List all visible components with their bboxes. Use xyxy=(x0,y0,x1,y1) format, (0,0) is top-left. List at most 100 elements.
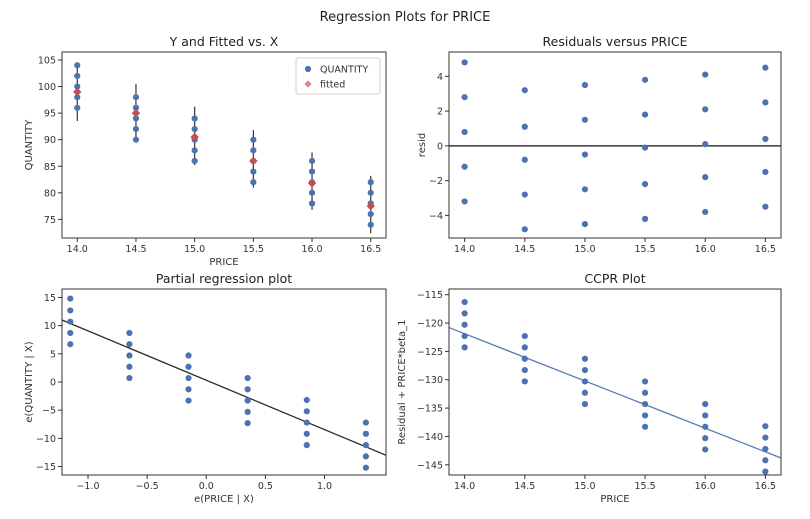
partial-data-point xyxy=(244,374,251,382)
resid-data-point xyxy=(762,203,769,210)
yfit-data-point xyxy=(132,125,140,133)
yfit-fitted-point xyxy=(366,201,375,211)
resid-data-point xyxy=(641,181,649,188)
resid-data-point xyxy=(581,220,589,228)
resid-data-point xyxy=(461,128,468,136)
yfit-data-point xyxy=(250,179,257,186)
resid-data-point xyxy=(641,76,649,83)
ccpr-ytick-label: −145 xyxy=(417,460,443,471)
resid-data-point xyxy=(702,106,709,113)
partial-data-point xyxy=(67,307,74,314)
yfit-data-point xyxy=(308,189,316,196)
partial-ylabel: e(QUANTITY | X) xyxy=(24,341,35,422)
resid-ytick-label: −2 xyxy=(429,176,443,187)
resid-ytick-label: 2 xyxy=(437,107,443,118)
yfit-xlabel: PRICE xyxy=(209,257,238,268)
ccpr-data-point xyxy=(641,389,649,396)
partial-ytick-label: −10 xyxy=(36,434,56,445)
ccpr-data-point xyxy=(581,366,589,374)
resid-data-point xyxy=(521,156,528,163)
resid-data-point xyxy=(762,168,769,176)
ccpr-data-point xyxy=(702,446,709,453)
yfit-data-point xyxy=(367,189,374,196)
yfit-legend-box xyxy=(295,57,381,95)
yfit-ytick-label: 100 xyxy=(38,82,56,93)
resid-data-point xyxy=(702,141,709,148)
resid-data-point xyxy=(641,215,649,222)
ccpr-data-point xyxy=(461,298,468,306)
yfit-legend: QUANTITY fitted xyxy=(295,57,381,95)
yfit-data-point xyxy=(132,104,140,111)
yfit-ytick-label: 80 xyxy=(44,188,56,199)
yfit-fitted-point xyxy=(131,108,141,118)
ccpr-xtick-label: 16.0 xyxy=(695,481,716,492)
yfit-ylabel: QUANTITY xyxy=(24,119,35,171)
partial-data-point xyxy=(126,374,133,382)
resid-xtick-label: 14.0 xyxy=(454,244,475,255)
yfit-data-point xyxy=(308,168,316,175)
partial-ytick-label: −15 xyxy=(36,462,56,473)
resid-data-point xyxy=(521,191,528,198)
partial-data-point xyxy=(126,363,133,370)
resid-data-point xyxy=(521,226,528,233)
ccpr-data-point xyxy=(762,457,769,464)
resid-data-point xyxy=(521,87,528,94)
yfit-data-point xyxy=(74,104,81,111)
partial-data-point xyxy=(185,374,192,382)
partial-xtick-label: 0.5 xyxy=(258,481,273,492)
resid-title: Residuals versus PRICE xyxy=(543,34,688,49)
resid-data-point xyxy=(461,59,468,66)
ccpr-ylabel: Residual + PRICE*beta_1 xyxy=(397,319,408,444)
ccpr-ytick-label: −140 xyxy=(417,432,443,443)
ccpr-data-point xyxy=(521,332,528,340)
resid-xtick-label: 16.0 xyxy=(695,244,716,255)
partial-data-point xyxy=(362,430,369,437)
yfit-xtick-label: 15.5 xyxy=(243,244,264,255)
yfit-data-point xyxy=(132,136,140,143)
ccpr-data xyxy=(449,298,781,475)
yfit-data-point xyxy=(74,94,81,101)
ccpr-data-point xyxy=(461,310,468,317)
legend-fitted-marker xyxy=(304,80,312,88)
ccpr-data-point xyxy=(702,435,709,442)
ccpr-data-point xyxy=(762,423,769,430)
ccpr-data-point xyxy=(702,423,709,430)
ccpr-ytick-label: −115 xyxy=(417,290,443,301)
figure-title: Regression Plots for PRICE xyxy=(320,10,491,25)
ccpr-data-point xyxy=(702,401,709,408)
partial-data-point xyxy=(244,397,251,404)
partial-title: Partial regression plot xyxy=(156,271,292,286)
ccpr-data-point xyxy=(521,366,528,374)
resid-ytick-label: 4 xyxy=(437,72,443,83)
resid-data-point xyxy=(641,144,649,151)
partial-data-point xyxy=(244,420,251,427)
resid-data-point xyxy=(461,94,468,101)
resid-ytick-label: −4 xyxy=(429,211,443,222)
yfit-xtick-label: 16.0 xyxy=(301,244,322,255)
yfit-data-point xyxy=(191,147,198,154)
partial-axes-frame xyxy=(61,288,387,476)
resid-data-point xyxy=(641,111,649,118)
yfit-data-point xyxy=(191,157,198,165)
resid-axes-frame xyxy=(448,51,782,239)
ccpr-data-point xyxy=(762,468,769,475)
resid-xtick-label: 15.5 xyxy=(634,244,655,255)
ccpr-data-point xyxy=(641,401,649,408)
partial-data-point xyxy=(67,341,74,348)
partial-data-point xyxy=(362,419,369,426)
ccpr-ytick-label: −130 xyxy=(417,375,443,386)
partial-data-point xyxy=(185,352,192,359)
ccpr-data-point xyxy=(461,332,468,340)
partial-data-point xyxy=(303,442,310,449)
resid-data-point xyxy=(702,174,709,181)
resid-data-point xyxy=(581,116,589,123)
yfit-ytick-label: 75 xyxy=(44,215,56,226)
partial-xlabel: e(PRICE | X) xyxy=(194,494,254,505)
partial-data-point xyxy=(185,397,192,404)
yfit-ytick-label: 105 xyxy=(38,55,56,66)
partial-xtick-label: 0.0 xyxy=(199,481,214,492)
ccpr-data-point xyxy=(581,401,589,408)
yfit-ytick-label: 95 xyxy=(44,109,56,120)
partial-data-point xyxy=(126,329,133,337)
